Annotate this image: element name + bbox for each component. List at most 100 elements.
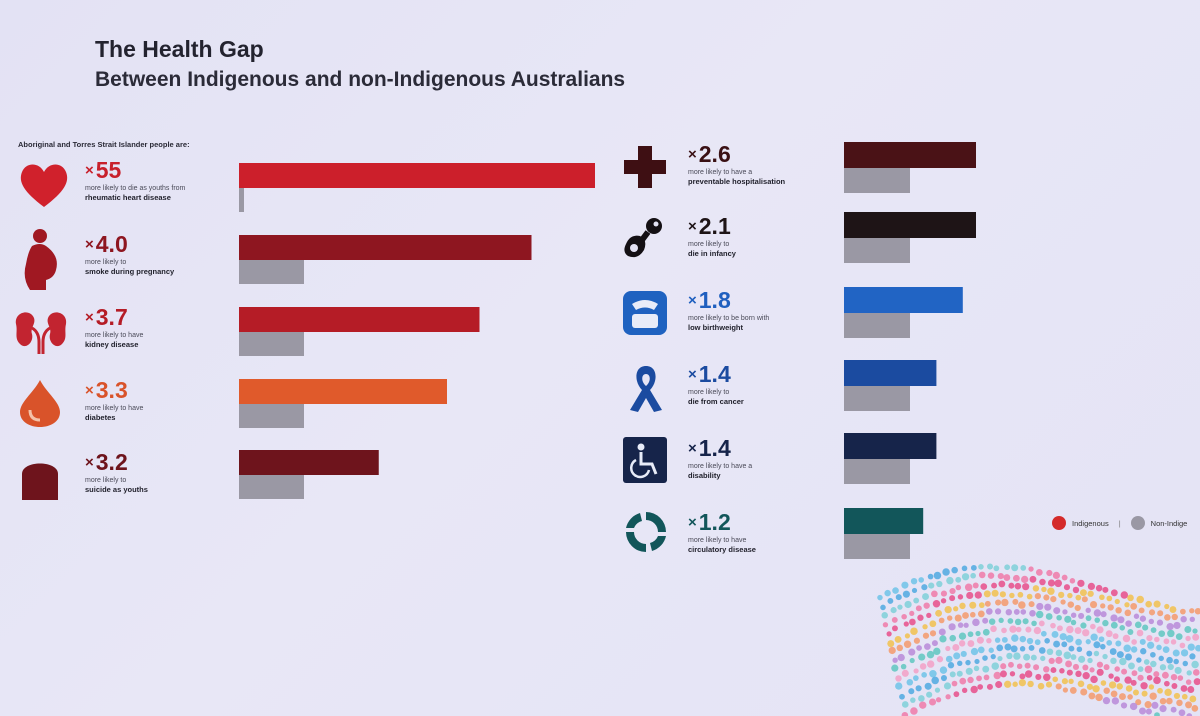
art-dot <box>1043 594 1050 601</box>
art-dot <box>890 607 897 614</box>
art-dot <box>1069 578 1076 584</box>
art-dot <box>991 589 999 597</box>
art-dot <box>1017 591 1024 598</box>
art-dot <box>1156 619 1164 626</box>
art-dot <box>938 617 945 624</box>
art-dot <box>1179 642 1186 649</box>
art-dot <box>1053 607 1061 615</box>
kidney-icon <box>15 312 67 354</box>
art-dot <box>970 572 976 579</box>
art-dot <box>923 602 930 609</box>
art-dot <box>1062 609 1068 615</box>
art-dot <box>1103 664 1110 671</box>
art-dot <box>991 582 998 589</box>
art-dot <box>953 606 959 612</box>
art-dot <box>1114 666 1120 672</box>
art-dot <box>1116 651 1124 659</box>
art-dot <box>961 565 968 572</box>
art-dot <box>1127 694 1133 700</box>
art-dot <box>1044 603 1052 611</box>
art-dot <box>1138 607 1145 614</box>
art-dot <box>913 637 921 644</box>
row-rheumatic-heart: ×55 more likely to die as youths from rh… <box>85 158 185 203</box>
art-dot <box>1112 633 1119 640</box>
art-dot <box>1026 637 1034 645</box>
art-dot <box>944 605 952 614</box>
art-dot <box>1164 680 1170 687</box>
art-dot <box>929 630 937 637</box>
art-dot <box>1076 646 1083 653</box>
art-dot <box>1034 592 1042 600</box>
art-dot <box>1124 653 1132 661</box>
art-dot <box>977 610 985 618</box>
art-dot <box>1055 649 1063 657</box>
art-dot <box>1120 702 1128 709</box>
art-dot <box>966 591 974 600</box>
art-dot <box>1077 579 1085 587</box>
multiplier: ×1.4 <box>688 435 731 461</box>
multiplier: ×55 <box>85 157 122 183</box>
art-dot <box>1033 664 1040 671</box>
art-dot <box>1041 586 1047 593</box>
art-dot <box>1024 662 1031 669</box>
art-dot <box>1172 649 1180 657</box>
art-dot <box>903 640 912 648</box>
art-dot <box>1131 639 1137 645</box>
art-dot <box>1189 695 1197 703</box>
art-dot <box>947 662 955 669</box>
art-dot <box>931 676 939 685</box>
art-dot <box>911 587 918 594</box>
art-dot <box>908 688 915 695</box>
pacifier-icon <box>624 218 662 258</box>
art-dot <box>1106 640 1113 646</box>
art-dot <box>1170 639 1177 645</box>
art-dot <box>1148 684 1155 690</box>
art-dot <box>1087 590 1094 597</box>
art-dot <box>1019 635 1027 643</box>
art-dot <box>972 582 979 589</box>
art-dot <box>985 608 993 615</box>
art-dot <box>1085 607 1091 614</box>
art-dot <box>1127 594 1134 602</box>
art-dot <box>993 565 1000 572</box>
art-dot <box>918 653 926 661</box>
row-caption: more likely to have <box>688 537 747 544</box>
art-dot <box>935 697 942 703</box>
art-dot <box>1173 692 1181 700</box>
art-dot <box>1124 602 1130 608</box>
art-dot <box>940 598 947 604</box>
art-dot <box>974 658 980 665</box>
art-dot <box>1125 685 1133 692</box>
legend-indigenous-swatch <box>1052 516 1066 530</box>
art-dot <box>1150 627 1157 634</box>
art-dot <box>884 589 891 597</box>
art-dot <box>1070 619 1077 626</box>
art-dot <box>1162 646 1170 653</box>
art-dot <box>1011 564 1019 572</box>
art-dot <box>1031 620 1037 627</box>
art-dot <box>1026 593 1033 600</box>
art-dot <box>1100 643 1106 650</box>
art-dot <box>1020 565 1027 571</box>
art-dot <box>1066 625 1074 634</box>
art-dot <box>942 568 950 576</box>
page-title: The Health Gap <box>95 36 264 62</box>
art-dot <box>1038 620 1045 627</box>
art-dot <box>1058 591 1065 598</box>
art-dot <box>1052 676 1059 683</box>
art-dot <box>959 602 966 610</box>
art-dot <box>1159 664 1167 671</box>
art-dot <box>1106 595 1113 602</box>
art-dot <box>1093 609 1102 617</box>
art-dot <box>1181 693 1188 700</box>
row-label: smoke during pregnancy <box>85 267 175 276</box>
art-dot <box>1087 582 1096 591</box>
art-dot <box>990 654 996 660</box>
art-dot <box>1171 683 1178 689</box>
art-dot <box>931 640 938 647</box>
blood-drop-icon <box>20 380 60 427</box>
art-dot <box>1082 629 1090 637</box>
art-dot <box>1028 644 1035 651</box>
art-dot <box>965 667 973 675</box>
art-dot <box>1185 679 1192 685</box>
